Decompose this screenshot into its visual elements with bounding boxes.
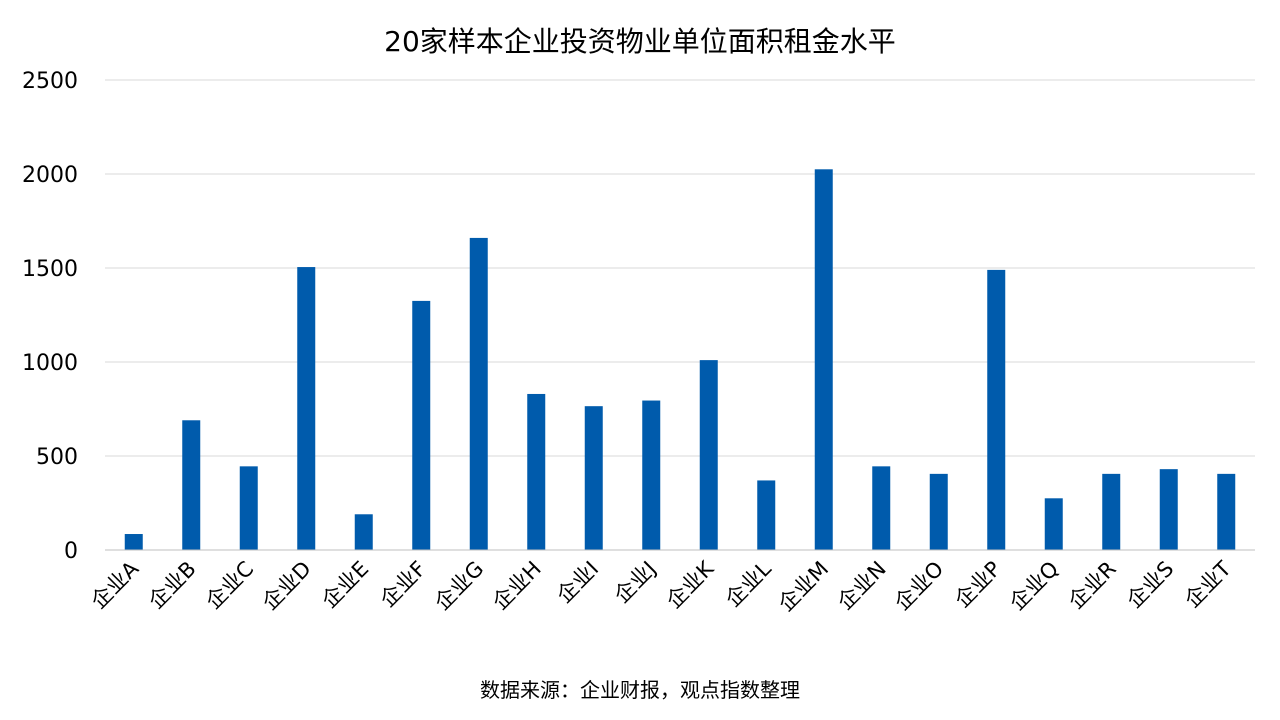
x-tick-label: 企业C <box>201 557 258 614</box>
bar <box>469 237 488 551</box>
y-tick-label: 1000 <box>22 351 78 376</box>
bar <box>354 514 373 550</box>
x-tick-label: 企业A <box>86 556 143 613</box>
bar <box>182 420 201 550</box>
x-tick-label: 企业H <box>488 557 546 615</box>
bars <box>124 169 1236 551</box>
bar <box>814 169 833 551</box>
gridlines <box>105 79 1255 457</box>
y-tick-label: 2500 <box>22 69 78 94</box>
bar <box>699 360 718 550</box>
x-tick-label: 企业N <box>833 557 891 615</box>
chart-title: 20家样本企业投资物业单位面积租金水平 <box>384 25 896 58</box>
x-tick-label: 企业G <box>430 557 488 615</box>
x-tick-label: 企业S <box>1122 557 1178 613</box>
bar <box>584 406 603 550</box>
x-tick-label: 企业L <box>721 556 776 611</box>
x-tick-label: 企业M <box>774 557 833 616</box>
bar <box>527 393 546 550</box>
x-tick-label: 企业I <box>552 557 603 608</box>
y-tick-label: 0 <box>64 539 78 564</box>
x-tick-label: 企业J <box>610 557 661 608</box>
x-tick-label: 企业D <box>258 557 316 615</box>
y-tick-label: 500 <box>36 445 78 470</box>
x-tick-label: 企业O <box>890 557 948 615</box>
x-tick-label: 企业K <box>662 556 719 613</box>
x-tick-label: 企业F <box>376 557 431 612</box>
bar <box>757 480 776 550</box>
bar <box>1102 473 1121 550</box>
x-tick-label: 企业T <box>1180 556 1236 612</box>
bar <box>1044 498 1063 550</box>
y-axis-ticks: 0 500 1000 1500 2000 2500 <box>22 69 78 564</box>
x-tick-label: 企业B <box>144 557 201 614</box>
x-tick-label: 企业E <box>317 557 373 613</box>
y-tick-label: 1500 <box>22 257 78 282</box>
bar <box>987 269 1006 550</box>
source-note: 数据来源：企业财报，观点指数整理 <box>480 678 800 702</box>
bar <box>297 267 316 550</box>
bar <box>124 534 143 550</box>
bar <box>929 473 948 550</box>
bar <box>642 400 661 550</box>
x-tick-label: 企业R <box>1064 557 1121 614</box>
bar <box>412 300 431 550</box>
bar <box>872 466 891 550</box>
bar <box>1217 473 1236 550</box>
x-tick-label: 企业Q <box>1005 557 1063 615</box>
x-tick-label: 企业P <box>950 557 1006 613</box>
bar <box>239 466 258 550</box>
bar <box>1159 469 1178 550</box>
y-tick-label: 2000 <box>22 163 78 188</box>
